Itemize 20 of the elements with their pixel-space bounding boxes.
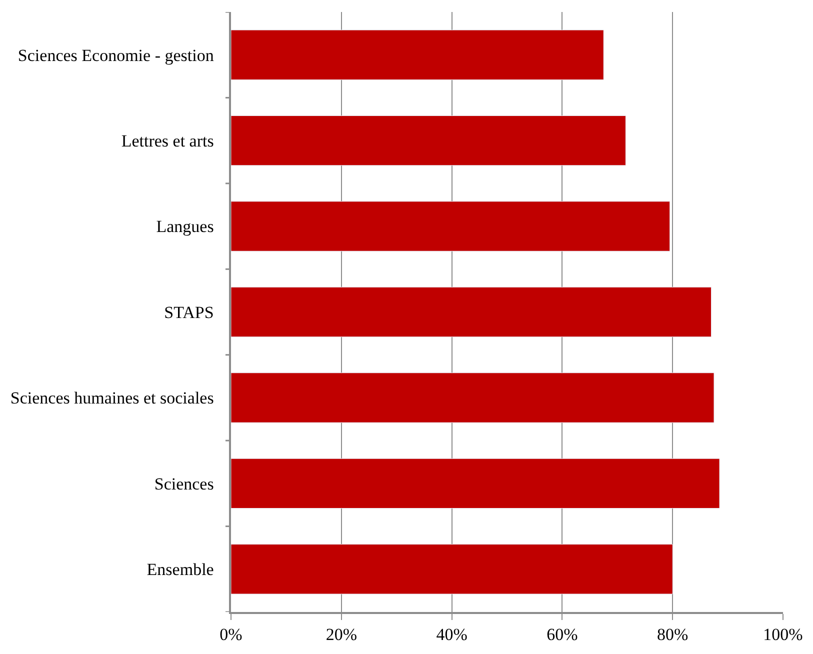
bar — [231, 372, 714, 423]
y-tick-label: Sciences — [154, 474, 214, 494]
x-tick-label: 40% — [436, 625, 468, 644]
bar — [231, 544, 673, 594]
y-tick-label: Langues — [156, 217, 214, 236]
y-tick-label: Sciences Economie - gestion — [18, 46, 214, 65]
bar — [231, 115, 626, 166]
bar — [231, 30, 604, 80]
x-tick-label: 80% — [657, 625, 688, 644]
bar — [231, 286, 712, 338]
y-tick-label: Sciences humaines et sociales — [10, 388, 214, 408]
x-tick-label: 20% — [326, 625, 357, 644]
x-tick-label: 60% — [546, 625, 578, 644]
y-tick-label: STAPS — [164, 302, 214, 322]
bar — [231, 201, 670, 252]
y-tick-label: Lettres et arts — [121, 132, 214, 151]
x-tick-label: 100% — [763, 625, 803, 644]
x-tick-label: 0% — [220, 625, 242, 644]
bar — [231, 458, 720, 509]
y-tick-label: Ensemble — [146, 560, 214, 580]
